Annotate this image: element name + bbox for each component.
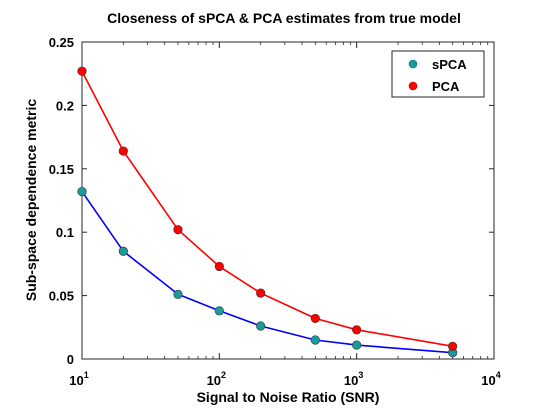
y-axis-label: Sub-space dependence metric	[23, 99, 39, 302]
legend-marker-spca	[408, 59, 418, 69]
legend-marker-pca	[408, 81, 418, 91]
data-point-spca	[256, 321, 266, 331]
x-tick-base: 10	[69, 373, 83, 388]
x-tick-exponent: 4	[496, 370, 501, 380]
x-tick-exponent: 1	[84, 370, 89, 380]
x-tick-exponent: 3	[358, 370, 363, 380]
series-line-spca	[81, 191, 453, 354]
data-point-pca	[173, 225, 183, 235]
y-tick-label: 0.15	[49, 162, 74, 177]
chart-title: Closeness of sPCA & PCA estimates from t…	[107, 10, 461, 26]
data-point-spca	[352, 340, 362, 350]
x-tick-base: 10	[344, 373, 358, 388]
x-tick-label: 101	[69, 370, 88, 388]
y-tick-label: 0.05	[49, 289, 74, 304]
series-points	[77, 66, 458, 358]
data-point-spca	[214, 306, 224, 316]
x-tick-label: 104	[481, 370, 500, 388]
data-point-pca	[310, 313, 320, 324]
x-tick-label: 103	[344, 370, 363, 388]
data-point-pca	[352, 325, 362, 335]
data-point-pca	[118, 146, 128, 156]
legend-box	[391, 50, 485, 98]
y-tick-label: 0.2	[56, 98, 74, 113]
x-tick-label: 102	[207, 370, 226, 388]
data-point-spca	[118, 246, 128, 256]
legend: sPCA PCA	[391, 50, 485, 98]
series-line-pca	[81, 70, 453, 348]
data-point-pca	[77, 66, 87, 76]
y-tick-label: 0	[67, 352, 74, 367]
series-lines	[81, 70, 453, 354]
legend-label-spca: sPCA	[432, 57, 467, 72]
data-point-spca	[173, 289, 183, 299]
x-axis-label: Signal to Noise Ratio (SNR)	[197, 389, 380, 405]
data-point-spca	[77, 187, 87, 197]
y-tick-label: 0.25	[49, 35, 74, 50]
data-point-pca	[256, 288, 266, 298]
y-tick-label: 0.1	[56, 225, 74, 240]
data-point-pca	[448, 341, 458, 351]
legend-label-pca: PCA	[432, 79, 460, 94]
data-point-pca	[214, 261, 224, 272]
x-tick-base: 10	[207, 373, 221, 388]
x-tick-exponent: 2	[221, 370, 226, 380]
x-tick-base: 10	[481, 373, 495, 388]
data-point-spca	[310, 335, 320, 345]
